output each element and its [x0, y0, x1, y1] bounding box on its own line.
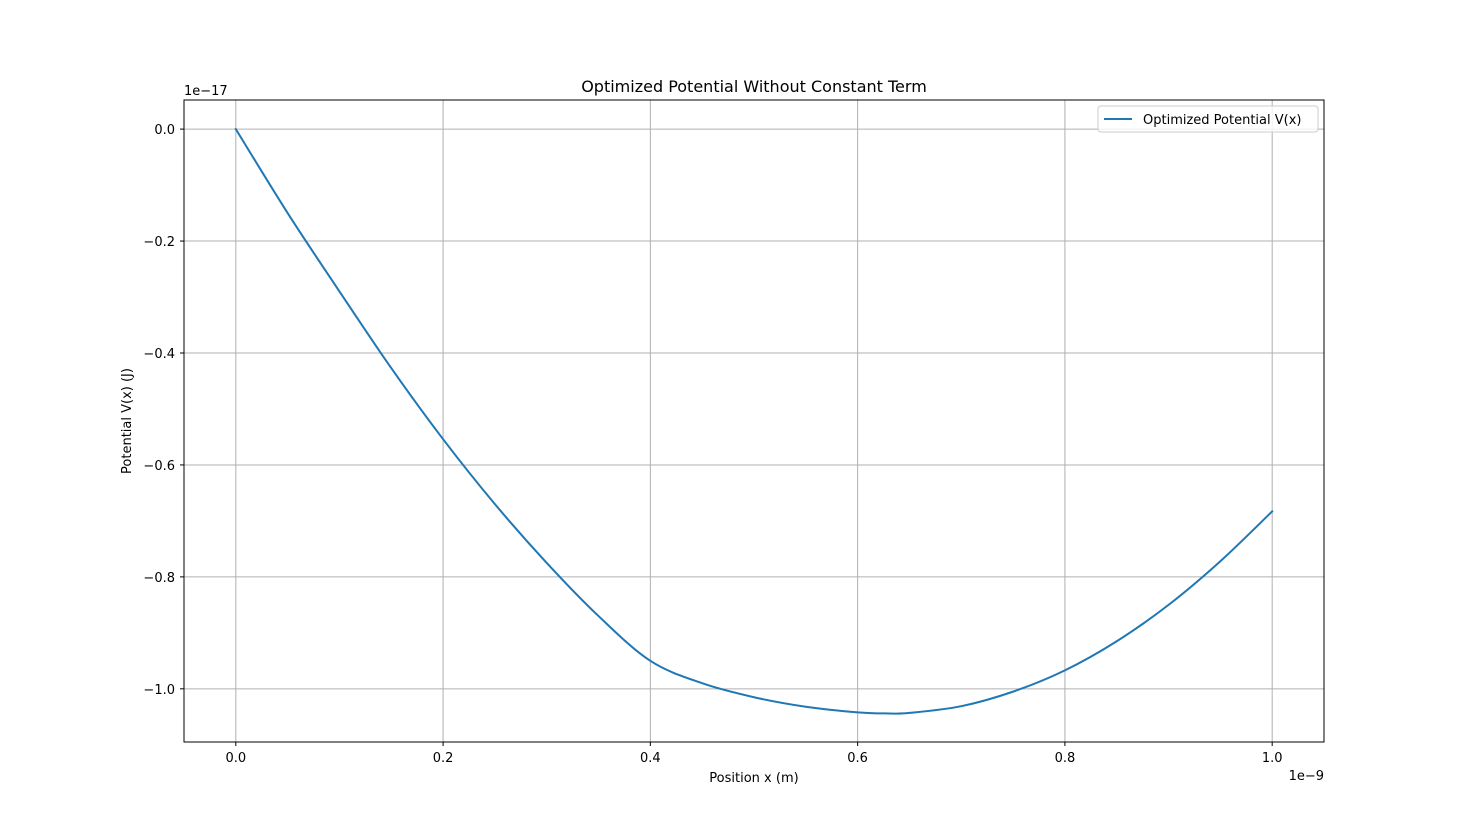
x-tick-label: 0.8: [1055, 751, 1076, 766]
x-tick-label: 0.4: [640, 751, 661, 766]
x-tick-label: 0.2: [433, 751, 454, 766]
y-tick-label: −0.6: [143, 459, 175, 474]
x-axis-offset-text: 1e−9: [1289, 769, 1324, 784]
plot-frame: [183, 99, 1325, 743]
y-tick-label: −0.8: [143, 571, 175, 586]
series-line: [234, 127, 1274, 715]
x-tick-label: 0.0: [225, 751, 246, 766]
ticks: 0.0 0.2 0.4 0.6 0.8 1.0 0.0 −0.2 −0.4 −0.6 −0.8 −1.…: [143, 123, 1282, 766]
y-tick-label: −0.2: [143, 235, 175, 250]
x-tick-label: 1.0: [1262, 751, 1283, 766]
x-axis-label: Position x (m): [709, 771, 798, 786]
legend-box: [1097, 105, 1319, 133]
legend-label: Optimized Potential V(x): [1143, 113, 1302, 128]
y-tick-label: −1.0: [143, 683, 175, 698]
y-tick-label: 0.0: [154, 123, 175, 138]
chart-title: Optimized Potential Without Constant Ter…: [581, 77, 927, 96]
y-axis-offset-text: 1e−17: [184, 84, 228, 99]
legend: Optimized Potential V(x): [1097, 105, 1319, 133]
series-layer: [234, 127, 1274, 715]
y-axis-label: Potential V(x) (J): [120, 368, 135, 474]
y-tick-label: −0.4: [143, 347, 175, 362]
x-tick-label: 0.6: [847, 751, 868, 766]
